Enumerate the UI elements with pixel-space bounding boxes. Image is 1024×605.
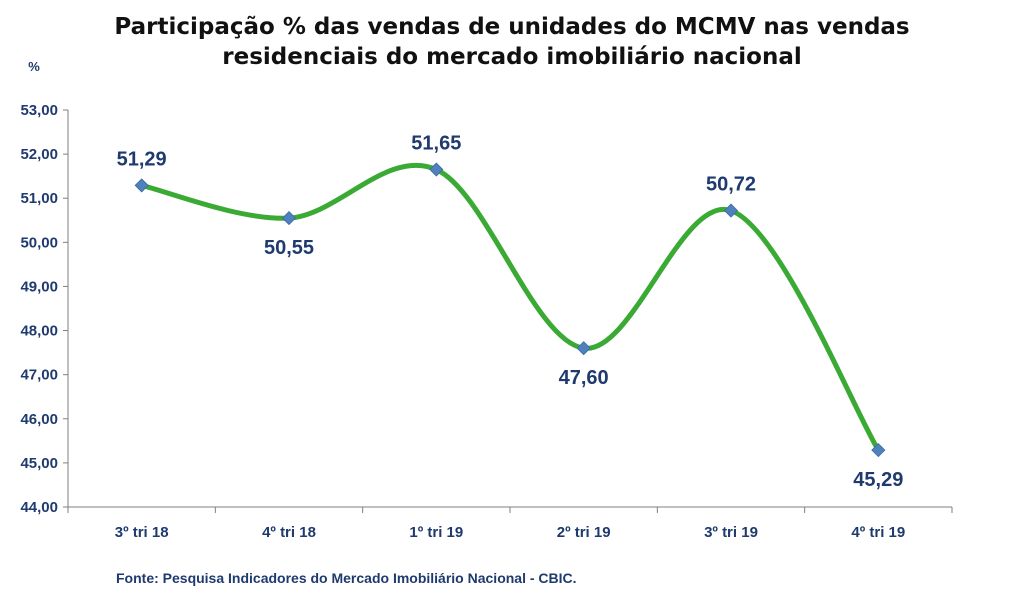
- chart-title-line-2: residenciais do mercado imobiliário naci…: [222, 44, 802, 70]
- y-axis: % 44,00 45,00 46,00 47,00 48,00 49,00 50,00 51,0…: [20, 59, 69, 516]
- data-point-marker: [723, 203, 739, 218]
- x-tick-label: 2º tri 19: [557, 524, 611, 541]
- data-point-marker: [871, 443, 886, 458]
- chart-title: Participação % das vendas de unidades do…: [0, 12, 1024, 72]
- y-tick-label: 48,00: [20, 323, 58, 340]
- data-point-marker: [281, 211, 297, 226]
- y-tick-label: 47,00: [20, 367, 58, 384]
- x-axis: 3º tri 18 4º tri 18 1º tri 19 2º tri 19 3º t…: [67, 506, 953, 541]
- x-tick-label: 3º tri 19: [704, 524, 758, 541]
- y-tick-label: 51,00: [20, 190, 58, 207]
- data-label: 45,29: [853, 469, 903, 491]
- data-point-marker: [134, 178, 149, 193]
- data-label: 51,65: [411, 133, 461, 155]
- chart-title-line-1: Participação % das vendas de unidades do…: [114, 14, 910, 40]
- data-label: 50,55: [264, 237, 314, 259]
- y-tick-label: 49,00: [20, 278, 58, 295]
- y-axis-unit-label: %: [28, 59, 40, 74]
- source-note: Fonte: Pesquisa Indicadores do Mercado I…: [116, 570, 577, 586]
- data-point-marker: [429, 162, 444, 177]
- series: [134, 162, 886, 458]
- y-tick-label: 50,00: [20, 234, 58, 251]
- data-label: 51,29: [117, 148, 167, 170]
- y-tick-label: 45,00: [20, 455, 58, 472]
- y-tick-label: 52,00: [20, 146, 58, 163]
- x-tick-label: 4º tri 19: [851, 524, 905, 541]
- data-label: 50,72: [706, 174, 756, 196]
- x-tick-label: 1º tri 19: [409, 524, 463, 541]
- y-tick-label: 46,00: [20, 411, 58, 428]
- series-line: [139, 162, 881, 453]
- y-tick-label: 53,00: [20, 102, 58, 119]
- x-tick-label: 4º tri 18: [262, 524, 316, 541]
- y-tick-label: 44,00: [20, 499, 58, 516]
- data-point-marker: [576, 341, 591, 356]
- x-tick-label: 3º tri 18: [115, 524, 169, 541]
- data-labels: 51,29 50,55 51,65 47,60 50,72 45,29: [117, 133, 904, 492]
- data-label: 47,60: [559, 367, 609, 389]
